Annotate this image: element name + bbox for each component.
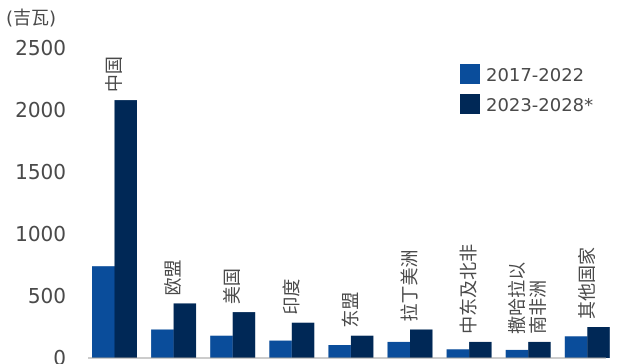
category-label-line: 拉丁美洲 (400, 249, 421, 321)
category-label: 拉丁美洲 (400, 249, 421, 321)
category-label: 美国 (223, 268, 244, 304)
y-tick-label: 2000 (15, 98, 66, 122)
bar-series1-1 (151, 329, 174, 358)
category-label-line: 欧盟 (164, 259, 185, 295)
bar-series2-2 (232, 312, 256, 358)
bar-series2-1 (173, 303, 197, 358)
legend-swatch (460, 64, 480, 84)
bar-series2-4 (350, 335, 374, 358)
y-tick-label: 1500 (15, 160, 66, 184)
bar-series1-2 (210, 335, 233, 358)
bar-series1-7 (505, 349, 529, 358)
bar-series1-3 (269, 340, 292, 358)
category-label-line: 其他国家 (577, 247, 598, 319)
y-tick-label: 500 (28, 284, 66, 308)
bar-series2-3 (291, 322, 315, 358)
bar-series2-7 (528, 341, 551, 358)
bar-series2-8 (587, 327, 610, 358)
category-label-line: 美国 (223, 268, 244, 304)
y-tick-label: 0 (53, 346, 66, 364)
category-label-line: 印度 (282, 279, 303, 315)
y-tick-label: 2500 (15, 36, 66, 60)
category-label: 中东及北非 (459, 244, 480, 334)
category-label: 撒哈拉以南非洲 (508, 262, 550, 334)
y-axis-unit-label: (吉瓦) (6, 8, 56, 29)
bar-series1-4 (328, 345, 351, 358)
category-label: 印度 (282, 279, 303, 315)
category-label: 中国 (105, 56, 126, 92)
y-tick-label: 1000 (15, 222, 66, 246)
category-label-line: 中国 (105, 56, 126, 92)
bar-series1-6 (446, 349, 470, 358)
category-label-line: 中东及北非 (459, 244, 480, 334)
category-label: 东盟 (341, 292, 362, 328)
legend-label: 2023-2028* (486, 95, 593, 116)
legend: 2017-2022 2023-2028* (460, 64, 593, 116)
bar-series1-8 (564, 336, 588, 358)
bar-series1-5 (387, 341, 410, 358)
legend-swatch (460, 94, 480, 114)
category-label: 欧盟 (164, 259, 185, 295)
bar-series1-0 (92, 266, 115, 358)
category-label-line: 撒哈拉以 (508, 262, 529, 334)
category-label-line: 南非洲 (529, 280, 550, 334)
category-label-line: 东盟 (341, 292, 362, 328)
bar-series2-0 (114, 100, 137, 358)
category-label: 其他国家 (577, 247, 598, 319)
bar-series2-6 (469, 341, 492, 358)
bar-series2-5 (410, 329, 433, 358)
bars (92, 100, 610, 358)
y-axis-ticks: 0 500 1000 1500 2000 2500 (15, 36, 66, 364)
legend-label: 2017-2022 (486, 65, 584, 86)
